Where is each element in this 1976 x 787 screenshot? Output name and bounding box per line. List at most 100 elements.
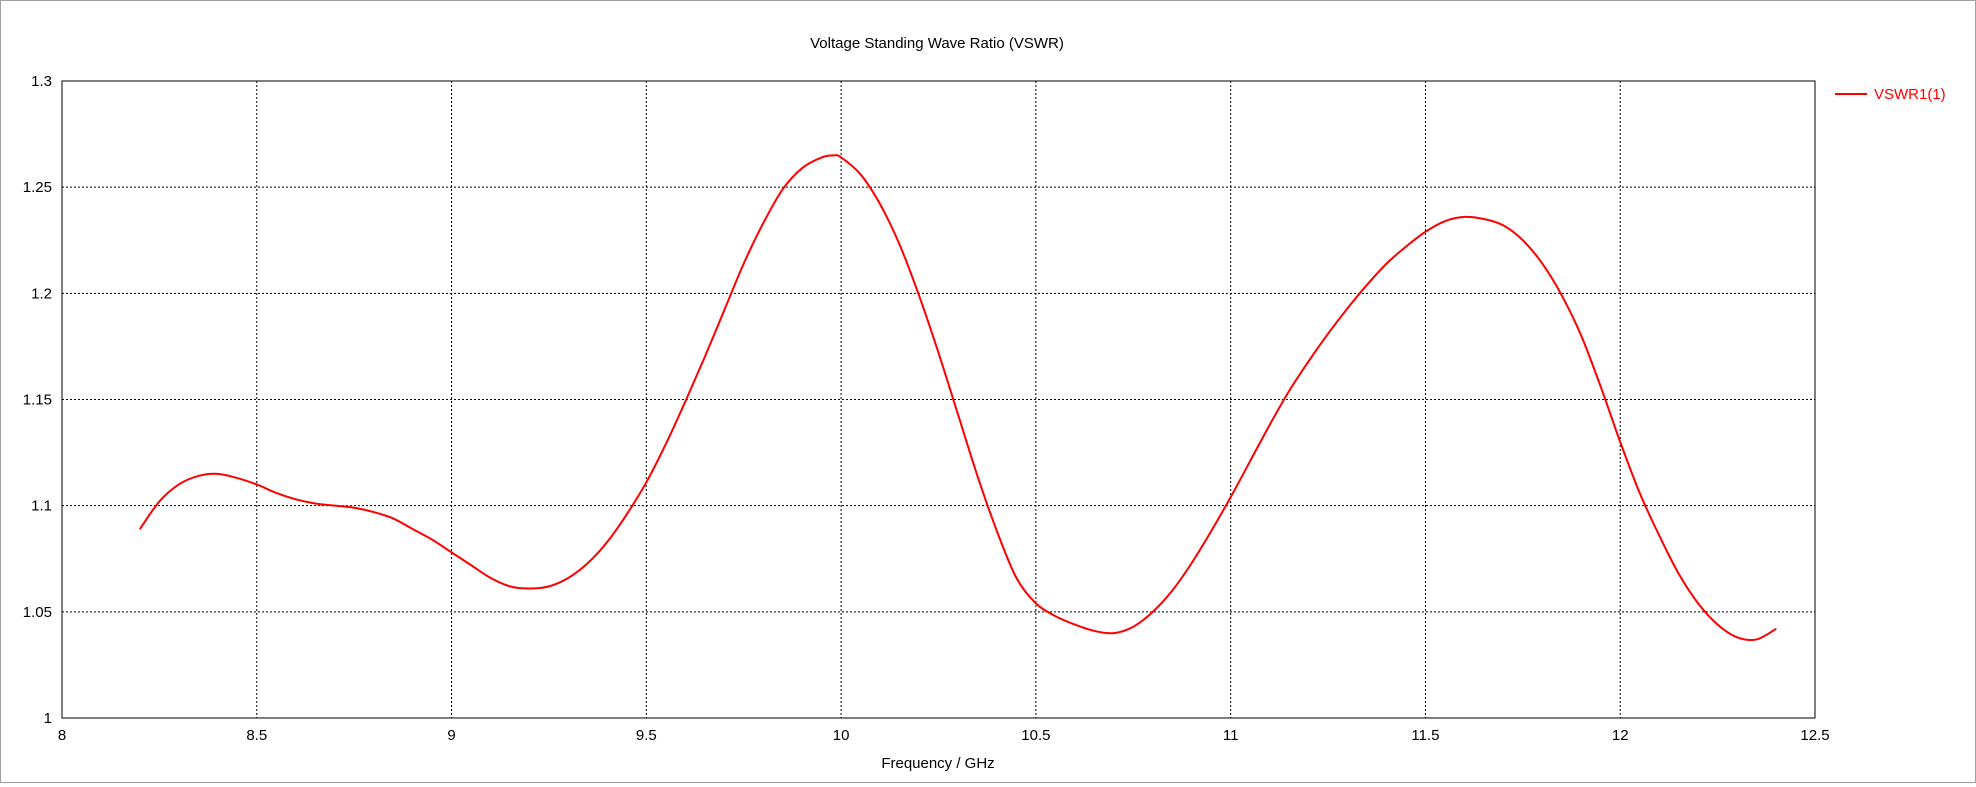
x-axis-label: Frequency / GHz (881, 755, 994, 772)
data-point (626, 513, 628, 515)
legend[interactable]: VSWR1(1) (1835, 86, 1946, 103)
data-point (412, 528, 414, 530)
data-point (1327, 333, 1329, 335)
grid (62, 81, 1815, 718)
data-point (450, 551, 453, 553)
data-point (1230, 496, 1232, 498)
y-tick-label: 1.2 (31, 285, 52, 302)
data-point (1288, 390, 1290, 392)
chart-title: Voltage Standing Wave Ratio (VSWR) (810, 35, 1064, 52)
data-point (1269, 424, 1271, 426)
data-point (898, 243, 901, 246)
data-point (1600, 386, 1602, 388)
data-point (587, 562, 589, 564)
data-point (645, 481, 647, 483)
data-point (1191, 562, 1193, 564)
x-tick-label: 12 (1612, 727, 1629, 744)
y-tick-label: 1 (44, 710, 52, 727)
x-tick-label: 10 (833, 727, 850, 744)
data-point (470, 564, 472, 566)
data-point (1385, 263, 1388, 265)
data-point (1658, 534, 1660, 536)
data-point (1015, 577, 1018, 579)
data-point (723, 309, 725, 311)
data-point (1697, 602, 1699, 604)
data-point (743, 263, 745, 265)
data-point (158, 500, 160, 503)
data-point (1717, 623, 1719, 626)
x-axis-ticks: 8 8.5 9 9.5 10 10.5 11 11.5 12 12.5 (58, 727, 1830, 744)
data-point (1074, 623, 1076, 626)
data-point (1580, 335, 1582, 337)
data-point (1483, 218, 1485, 220)
data-point (567, 577, 570, 579)
data-point (1152, 611, 1154, 613)
data-point (1249, 460, 1251, 462)
data-point (1132, 626, 1134, 628)
data-point (139, 528, 141, 530)
data-point (1463, 216, 1465, 218)
data-point (859, 173, 862, 176)
data-point (295, 498, 297, 500)
data-point (1755, 638, 1758, 641)
x-tick-label: 8.5 (246, 727, 267, 744)
data-point (957, 413, 959, 415)
data-point (431, 539, 433, 541)
data-point (1639, 492, 1641, 494)
legend-entry-vswr1: VSWR1(1) (1874, 86, 1946, 103)
data-point (762, 222, 764, 224)
series-layer (139, 154, 1777, 642)
data-point (548, 585, 550, 587)
data-point (392, 517, 394, 520)
data-point (1541, 263, 1543, 265)
x-tick-label: 8 (58, 727, 66, 744)
data-point (937, 352, 940, 354)
data-point (489, 577, 492, 579)
data-point (1522, 239, 1524, 241)
data-point (334, 505, 336, 507)
x-tick-label: 10.5 (1021, 727, 1050, 744)
data-point (1210, 530, 1212, 532)
data-point (821, 156, 823, 159)
data-point (782, 188, 784, 190)
data-point (353, 507, 355, 509)
x-tick-label: 11.5 (1411, 727, 1439, 744)
plot-area (61, 80, 1816, 719)
data-point (1561, 294, 1563, 297)
data-point (1346, 307, 1349, 309)
data-point (1366, 284, 1368, 286)
y-tick-label: 1.1 (31, 498, 52, 515)
data-point (1093, 630, 1095, 632)
data-point (976, 475, 979, 477)
data-point (1171, 590, 1173, 592)
data-point (684, 401, 686, 403)
data-point (1405, 246, 1407, 248)
data-point (606, 541, 608, 543)
data-point (801, 167, 803, 169)
x-tick-label: 11 (1223, 727, 1239, 744)
data-point (996, 530, 998, 532)
data-point (1054, 615, 1056, 617)
data-point (704, 356, 706, 358)
series-line-vswr1 (139, 154, 1777, 642)
y-tick-label: 1.15 (23, 392, 52, 409)
data-point (217, 473, 219, 475)
data-point (197, 475, 199, 477)
data-point (528, 587, 531, 590)
data-point (373, 511, 375, 513)
data-point (840, 156, 842, 159)
data-point (1035, 602, 1037, 604)
x-tick-label: 12.5 (1800, 727, 1829, 744)
data-point (178, 483, 180, 486)
y-tick-label: 1.3 (31, 73, 52, 90)
data-point (1678, 573, 1680, 575)
x-tick-label: 9.5 (636, 727, 657, 744)
data-point (509, 585, 511, 587)
y-tick-label: 1.25 (23, 179, 52, 196)
data-point (236, 477, 238, 479)
data-point (879, 203, 881, 205)
data-point (275, 492, 277, 494)
x-tick-label: 9 (447, 727, 455, 744)
y-tick-label: 1.05 (23, 604, 52, 621)
